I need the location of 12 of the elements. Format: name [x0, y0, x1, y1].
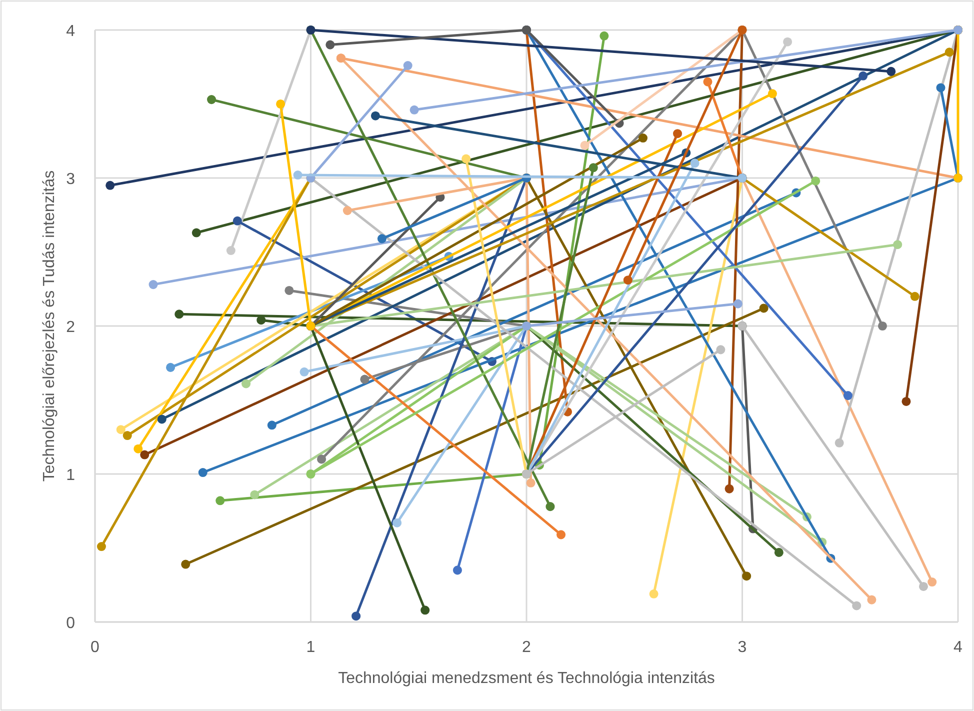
y-tick-label: 0	[66, 615, 76, 632]
y-tick-label: 4	[66, 23, 76, 40]
y-tick-label: 1	[66, 467, 76, 484]
x-tick-label: 3	[738, 639, 747, 656]
y-tick-label: 3	[66, 171, 76, 188]
x-tick-label: 0	[90, 639, 100, 656]
y-axis-title: Technológiai előrejezlés és Tudás intenzitás	[41, 170, 58, 482]
x-tick-label: 2	[522, 639, 532, 656]
x-axis-title: Technológiai menedzsment és Technológia intenzitás	[338, 670, 715, 687]
y-tick-label: 2	[66, 319, 76, 336]
x-tick-label: 1	[306, 639, 316, 656]
x-tick-label: 4	[954, 639, 963, 656]
